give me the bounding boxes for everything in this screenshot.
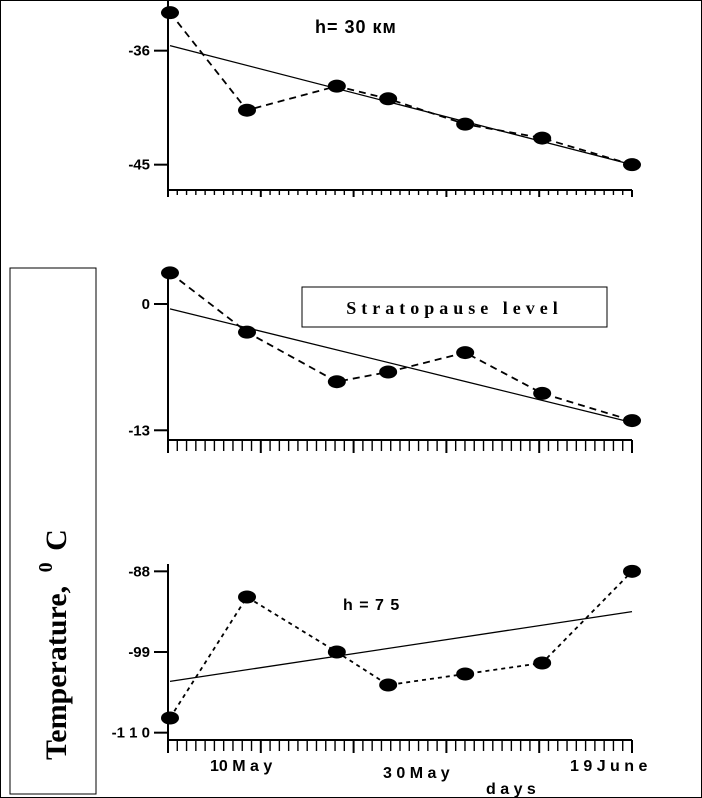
panel-h75: -88 -99 -1 1 0 h = 7 5 — [112, 563, 641, 753]
data-point — [533, 131, 552, 145]
trend-line — [169, 44, 633, 166]
panel-h30: -36 -45 h= 30 км — [128, 0, 641, 197]
panel-title-box — [301, 286, 608, 328]
y-tick-label: -1 1 0 — [112, 725, 150, 742]
y-tick-label: -36 — [128, 43, 150, 60]
panel-title: h = 7 5 — [343, 597, 400, 614]
data-point — [379, 365, 398, 379]
data-point — [161, 711, 179, 725]
x-axis-label: d a y s — [486, 781, 536, 798]
data-point — [456, 346, 475, 360]
data-point — [327, 375, 346, 389]
data-series-line — [169, 570, 633, 719]
ylabel: Temperature, — [40, 586, 73, 760]
x-tick-label-30-may: 3 0 M a y — [383, 765, 450, 782]
y-tick-label: 0 — [142, 296, 150, 313]
data-point — [623, 414, 641, 428]
data-series-line — [169, 12, 633, 166]
ylabel-unit: C — [40, 529, 73, 551]
data-point — [379, 92, 398, 106]
svg-text:Temperature, 0 C: Temperature, 0 C — [26, 529, 73, 760]
ylabel-superscript: 0 — [35, 562, 57, 572]
data-point — [456, 667, 475, 681]
ylabel-box: Temperature, 0 C — [9, 267, 97, 795]
data-point — [161, 6, 179, 20]
panel-stratopause: 0 -13 Stratopause level — [128, 266, 641, 453]
panel-title: h= 30 км — [315, 17, 397, 37]
trend-line — [169, 308, 633, 424]
data-point — [533, 656, 552, 670]
data-point — [161, 266, 179, 280]
y-tick-label: -45 — [128, 157, 150, 174]
data-point — [238, 590, 256, 604]
x-tick-label-10-may: 10 M a y — [210, 758, 272, 775]
y-tick-label: -88 — [128, 563, 150, 580]
data-point — [623, 564, 641, 578]
panel-title: Stratopause level — [346, 298, 562, 318]
y-tick-label: -99 — [128, 644, 150, 661]
data-point — [238, 103, 256, 117]
data-point — [533, 386, 552, 400]
data-point — [379, 678, 398, 692]
x-tick-label-19-june: 1 9 J u n e — [570, 758, 647, 775]
y-tick-label: -13 — [128, 422, 150, 439]
trend-line — [169, 611, 633, 682]
